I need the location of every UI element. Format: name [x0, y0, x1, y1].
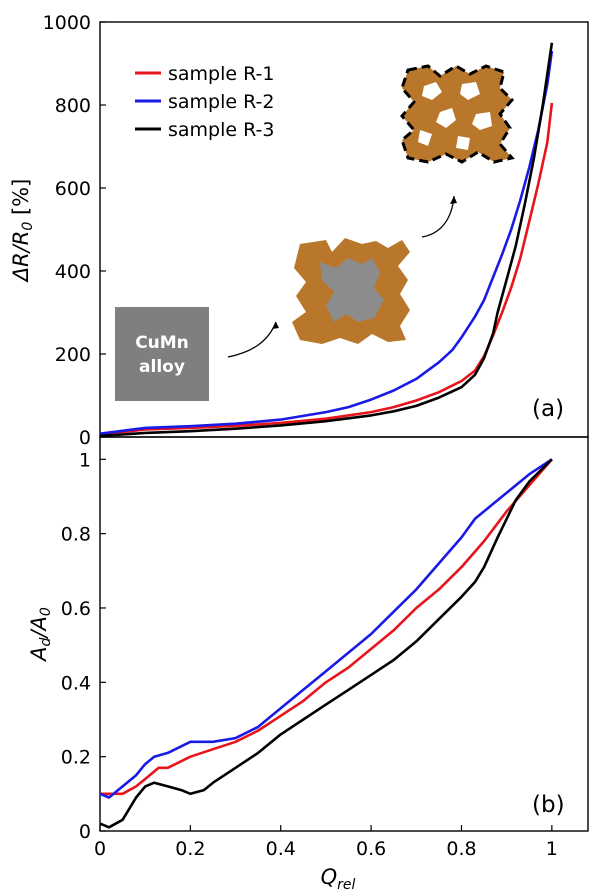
panel-b-series-r3: [99, 458, 553, 829]
panel-b-series-r1: [100, 458, 553, 796]
panel-a-y-tick-label: 800: [55, 95, 91, 117]
panel-a-y-tick-label: 400: [55, 261, 91, 283]
panel-b-y-tick-label: 0.4: [61, 672, 91, 694]
panel-b-x-ticks: 0 0.2 0.4 0.6 0.8 1: [94, 825, 558, 860]
x-tick-label: 0.4: [266, 838, 296, 860]
stage2-pore-6: [456, 136, 470, 150]
x-axis-title-main: Q: [321, 865, 338, 889]
alloy-label-line2: alloy: [139, 357, 185, 377]
panel-b-label: (b): [532, 792, 565, 818]
panel-b-frame: [99, 436, 589, 832]
panel-b-y-title-sub1: d: [38, 637, 54, 646]
x-tick-label: 0.8: [446, 838, 476, 860]
cumn-alloy-box: CuMn alloy: [115, 307, 209, 401]
alloy-box-rect: [115, 307, 209, 401]
stage2-pore-3: [436, 108, 456, 128]
panel-b-y-tick-label: 0: [79, 821, 91, 843]
panel-b-y-tick-label: 1: [79, 449, 91, 471]
panel-a-y-tick-label: 0: [79, 427, 91, 449]
stage2-pore-5: [418, 130, 432, 146]
arrow-1: [227, 321, 277, 358]
legend: sample R-1 sample R-2 sample R-3: [135, 63, 275, 141]
legend-label-r2: sample R-2: [168, 91, 275, 113]
stage2-pore-2: [460, 82, 480, 100]
panel-a-lines: [99, 42, 554, 438]
x-tick-label: 0.6: [356, 838, 386, 860]
panel-a-series-r3: [99, 42, 554, 438]
legend-label-r3: sample R-3: [168, 119, 275, 141]
stage2-pore-1: [422, 82, 442, 100]
panel-b-y-tick-label: 0.2: [61, 747, 91, 769]
panel-a-label: (a): [532, 396, 564, 422]
panel-b-lines: [99, 458, 553, 829]
panel-b-y-title-main: A: [27, 646, 51, 662]
dealloying-stage-1-illustration: [292, 238, 410, 344]
panel-a-y-title-unit: [%]: [9, 179, 33, 222]
panel-b-y-tick-label: 0.6: [61, 598, 91, 620]
x-tick-label: 1: [546, 838, 558, 860]
x-tick-label: 0.2: [175, 838, 205, 860]
panel-a-series-r2: [99, 50, 554, 435]
arrow-2-head: [450, 196, 457, 204]
arrow-1-head: [272, 322, 279, 329]
panel-a-y-tick-label: 1000: [43, 12, 91, 34]
dealloying-stage-2-illustration: [400, 64, 515, 164]
x-tick-label: 0: [94, 838, 106, 860]
panel-a-y-title: ΔR/R0 [%]: [9, 179, 36, 284]
panel-b: 0 0.2 0.4 0.6 0.8 1 0 0.2 0.4 0.6 0.8 1 (b) Ad/A 0 …: [27, 436, 589, 893]
x-axis-title-sub: rel: [337, 877, 355, 893]
x-axis-title: Qrel: [321, 865, 356, 893]
arrow-2: [421, 195, 455, 238]
panel-b-y-title-mid: /A: [27, 616, 51, 639]
panel-a-y-title-sub: 0: [20, 222, 36, 231]
panel-a-y-title-main: ΔR/R: [9, 231, 33, 284]
panel-b-y-title-sub2: 0: [38, 607, 54, 616]
alloy-label-line1: CuMn: [135, 333, 189, 353]
panel-a-series-r1: [99, 102, 554, 437]
panel-b-y-title: Ad/A0: [27, 607, 54, 663]
panel-a-y-tick-label: 200: [55, 344, 91, 366]
stage1-core: [320, 258, 384, 322]
panel-a-y-ticks: 0 200 400 600 800 1000: [43, 12, 106, 449]
panel-b-y-tick-label: 0.8: [61, 524, 91, 546]
panel-b-series-r2: [99, 458, 553, 799]
legend-label-r1: sample R-1: [168, 63, 275, 85]
panel-a: 0 200 400 600 800 1000 sample R-1 sample R-2 …: [9, 12, 589, 449]
stage2-pore-4: [472, 112, 492, 130]
panel-b-y-ticks: 0 0.2 0.4 0.6 0.8 1: [61, 449, 106, 843]
panel-a-y-tick-label: 600: [55, 178, 91, 200]
